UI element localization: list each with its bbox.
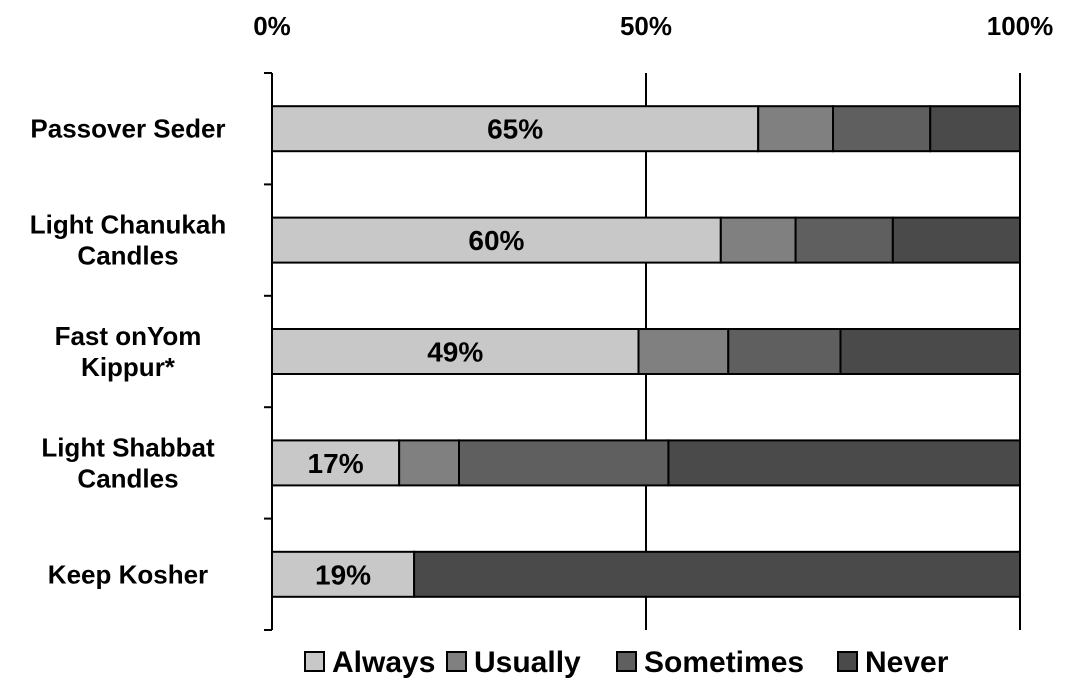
x-tick-label: 100%	[987, 11, 1054, 41]
legend-label-never: Never	[865, 646, 949, 679]
bar-sometimes-2	[727, 328, 842, 375]
x-tick-labels: 0% 50% 100%	[253, 11, 1053, 41]
legend-label-usually: Usually	[474, 646, 581, 679]
category-label-line: Light Shabbat	[41, 432, 215, 462]
bar-sometimes-0	[832, 105, 932, 153]
x-tick-label: 50%	[620, 11, 672, 41]
category-label-line: Light Chanukah	[30, 210, 226, 240]
category-label: Keep Kosher	[48, 559, 208, 589]
bar-never-0	[929, 105, 1021, 153]
category-label-line: Keep Kosher	[48, 559, 208, 589]
bar-sometimes-1	[794, 216, 894, 264]
bar-never-2	[839, 328, 1021, 375]
data-label: 65%	[487, 114, 543, 145]
bars	[271, 105, 1022, 598]
category-label: Passover Seder	[30, 114, 225, 144]
legend-swatch-never	[837, 651, 858, 672]
bar-sometimes-3	[458, 439, 670, 487]
bar-never-3	[667, 439, 1021, 487]
legend: Always Usually Sometimes Never	[304, 646, 949, 679]
category-label: Fast onYom Kippur*	[55, 321, 202, 382]
legend-label-sometimes: Sometimes	[644, 646, 804, 679]
bar-usually-3	[398, 439, 461, 487]
data-label: 49%	[427, 337, 483, 368]
legend-swatch-always	[304, 651, 325, 672]
category-label: Light Chanukah Candles	[30, 210, 226, 271]
legend-label-always: Always	[332, 646, 435, 679]
legend-swatch-sometimes	[616, 651, 637, 672]
data-label: 17%	[308, 448, 364, 479]
category-label: Light Shabbat Candles	[41, 432, 215, 493]
bar-usually-2	[637, 328, 730, 375]
category-label-line: Candles	[77, 241, 178, 271]
bar-never-4	[413, 550, 1021, 598]
y-axis	[264, 72, 273, 631]
data-labels: 65% 60% 49% 17% 19%	[308, 114, 544, 591]
bar-never-1	[891, 216, 1022, 264]
category-label-line: Candles	[77, 463, 178, 493]
x-tick-label: 0%	[253, 11, 291, 41]
category-label-line: Fast onYom	[55, 321, 202, 351]
legend-swatch-usually	[446, 651, 467, 672]
data-label: 60%	[468, 225, 524, 256]
bar-always-2	[271, 328, 640, 375]
category-label-line: Kippur*	[81, 352, 176, 382]
data-label: 19%	[315, 559, 371, 590]
bar-usually-0	[757, 105, 835, 153]
category-label-line: Passover Seder	[30, 114, 225, 144]
bar-usually-1	[719, 216, 797, 264]
